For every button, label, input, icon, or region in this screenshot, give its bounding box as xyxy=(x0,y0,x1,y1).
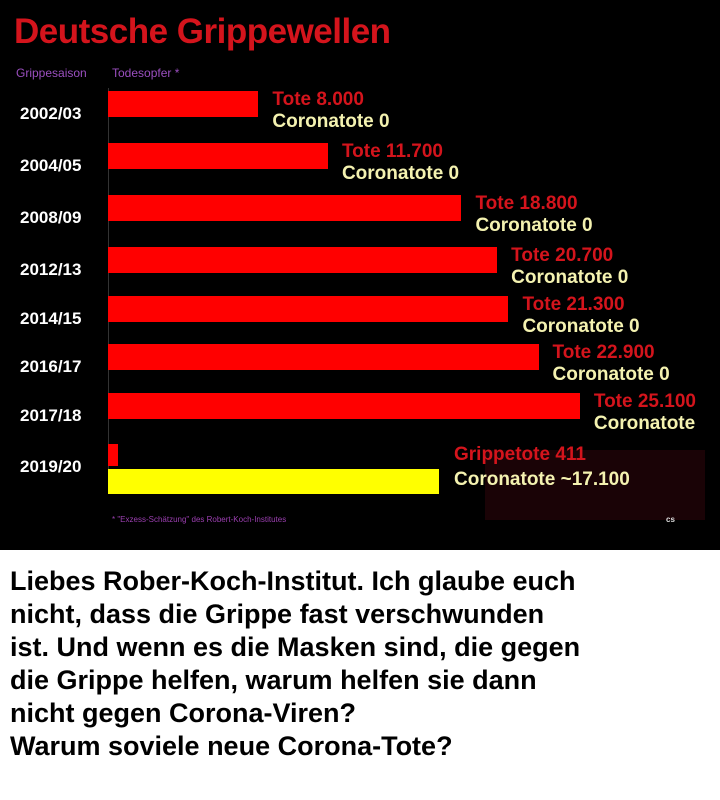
bar-grippetote xyxy=(108,143,328,169)
data-label-flu: Tote 20.700 xyxy=(511,245,614,266)
axis-line xyxy=(108,88,109,493)
data-label-corona: Coronatote 0 xyxy=(522,316,640,337)
tick-label: 2008/09 xyxy=(20,208,82,227)
chart-title: Deutsche Grippewellen xyxy=(14,12,391,51)
data-label-corona: Coronatote ~17.100 xyxy=(454,469,630,490)
tick-label: 2002/03 xyxy=(20,104,82,123)
tick-label: 2012/13 xyxy=(20,260,82,279)
caption-line: die Grippe helfen, warum helfen sie dann xyxy=(10,665,537,695)
data-label-corona: Coronatote 0 xyxy=(511,267,629,288)
data-label-flu: Tote 21.300 xyxy=(522,294,625,315)
bar-grippetote xyxy=(108,444,118,466)
caption-line: Liebes Rober-Koch-Institut. Ich glaube e… xyxy=(10,566,576,596)
tick-label: 2017/18 xyxy=(20,406,82,425)
caption-line: Warum soviele neue Corona-Tote? xyxy=(10,731,453,761)
signature: cs xyxy=(666,515,675,524)
background-shade xyxy=(485,450,705,520)
tick-label: 2014/15 xyxy=(20,309,82,328)
tick-label: 2016/17 xyxy=(20,357,82,376)
y-axis-label: Grippesaison xyxy=(16,66,87,80)
data-label-flu: Tote 25.100 xyxy=(593,391,696,412)
tick-label: 2019/20 xyxy=(20,457,82,476)
bar-grippetote xyxy=(108,393,580,419)
footnote: * "Exzess-Schätzung" des Robert-Koch-Ins… xyxy=(112,515,287,524)
caption-line: nicht, dass die Grippe fast verschwunden xyxy=(10,599,545,629)
caption-line: ist. Und wenn es die Masken sind, die ge… xyxy=(10,632,581,662)
bar-coronatote xyxy=(108,469,440,494)
data-label-corona: Coronatote 0 xyxy=(341,163,460,184)
x-axis-label: Todesopfer * xyxy=(112,66,180,80)
data-label-corona: Coronatote 0 xyxy=(552,364,670,385)
data-label-corona: Coronatote xyxy=(593,413,696,434)
caption: Liebes Rober-Koch-Institut. Ich glaube e… xyxy=(10,565,715,763)
data-label-corona: Coronatote 0 xyxy=(475,215,593,236)
data-label-flu: Tote 8.000 xyxy=(272,89,364,110)
bar-grippetote xyxy=(108,195,462,221)
caption-line: nicht gegen Corona-Viren? xyxy=(10,698,357,728)
data-label-flu: Tote 22.900 xyxy=(552,342,655,363)
data-label-flu: Tote 18.800 xyxy=(475,193,578,214)
bar-grippetote xyxy=(108,344,539,370)
data-label-flu: Grippetote 411 xyxy=(454,444,586,465)
bar-grippetote xyxy=(108,91,259,117)
bar-grippetote xyxy=(108,296,509,322)
data-label-flu: Tote 11.700 xyxy=(341,141,443,162)
flu-chart: Deutsche Grippewellen Grippesaison Todes… xyxy=(0,0,720,550)
bar-grippetote xyxy=(108,247,498,273)
data-label-corona: Coronatote 0 xyxy=(272,111,390,132)
tick-label: 2004/05 xyxy=(20,156,82,175)
